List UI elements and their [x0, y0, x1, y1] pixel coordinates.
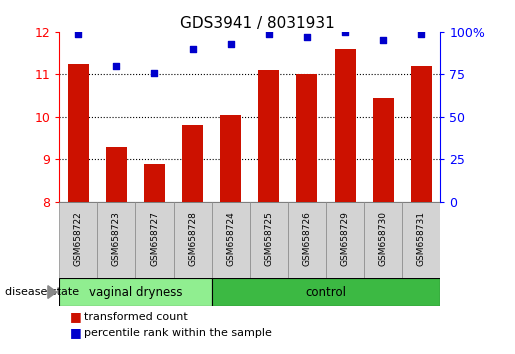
Bar [182, 125, 203, 202]
Bar [373, 98, 393, 202]
Text: GDS3941 / 8031931: GDS3941 / 8031931 [180, 16, 335, 31]
Bar [297, 74, 317, 202]
Bar [364, 202, 402, 278]
Bar [135, 202, 174, 278]
Bar [59, 278, 212, 306]
Text: GSM658722: GSM658722 [74, 211, 83, 266]
Point [417, 31, 425, 36]
Bar [212, 278, 440, 306]
Text: transformed count: transformed count [84, 312, 187, 322]
Text: percentile rank within the sample: percentile rank within the sample [84, 328, 272, 338]
Point [188, 46, 197, 52]
Text: ■: ■ [70, 326, 81, 339]
Point [303, 34, 311, 40]
Text: GSM658730: GSM658730 [379, 211, 388, 266]
Bar [97, 202, 135, 278]
Point [74, 31, 82, 36]
Point [150, 70, 159, 75]
Text: GSM658724: GSM658724 [226, 211, 235, 266]
Bar [259, 70, 279, 202]
Point [265, 31, 273, 36]
Text: GSM658731: GSM658731 [417, 211, 426, 266]
Bar [174, 202, 212, 278]
Text: ■: ■ [70, 310, 81, 323]
Text: control: control [305, 286, 347, 298]
Bar [402, 202, 440, 278]
Point [379, 38, 387, 43]
Text: disease state: disease state [5, 287, 79, 297]
Point [341, 29, 349, 35]
Text: GSM658728: GSM658728 [188, 211, 197, 266]
Text: GSM658727: GSM658727 [150, 211, 159, 266]
Bar [288, 202, 326, 278]
Text: vaginal dryness: vaginal dryness [89, 286, 182, 298]
Bar [411, 66, 432, 202]
Bar [212, 202, 250, 278]
Bar [220, 115, 241, 202]
Text: GSM658726: GSM658726 [302, 211, 312, 266]
Point [227, 41, 235, 47]
Point [112, 63, 121, 69]
Text: GSM658725: GSM658725 [264, 211, 273, 266]
Bar [106, 147, 127, 202]
Bar [326, 202, 364, 278]
Bar [68, 64, 89, 202]
Bar [250, 202, 288, 278]
Text: GSM658723: GSM658723 [112, 211, 121, 266]
Bar [59, 202, 97, 278]
Bar [144, 164, 165, 202]
Text: GSM658729: GSM658729 [340, 211, 350, 266]
Bar [335, 49, 355, 202]
